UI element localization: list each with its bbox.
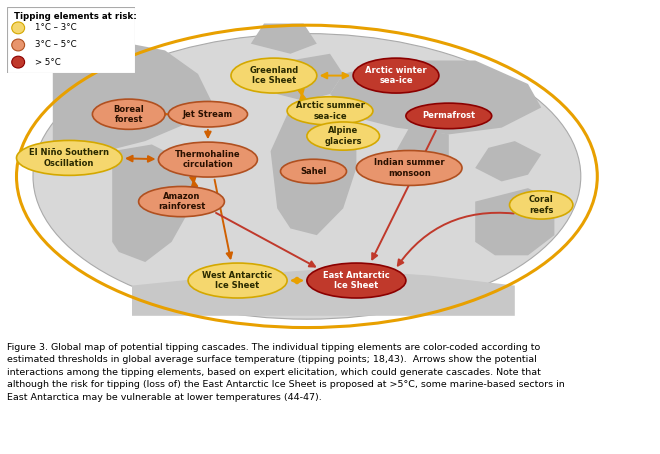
Polygon shape [112,144,198,262]
Ellipse shape [356,151,462,185]
Ellipse shape [168,101,248,127]
Ellipse shape [33,34,581,319]
Polygon shape [330,60,541,134]
Text: Greenland
Ice Sheet: Greenland Ice Sheet [249,66,298,85]
Text: Arctic summer
sea-ice: Arctic summer sea-ice [296,101,364,121]
Text: Arctic winter
sea-ice: Arctic winter sea-ice [365,66,427,85]
Polygon shape [251,24,317,54]
Text: Sahel: Sahel [300,167,327,176]
Ellipse shape [353,58,439,93]
Ellipse shape [280,159,346,183]
Text: Alpine
glaciers: Alpine glaciers [325,126,362,146]
Ellipse shape [92,99,165,129]
Polygon shape [396,128,449,175]
Text: > 5°C: > 5°C [35,58,61,67]
Ellipse shape [12,22,24,34]
Ellipse shape [12,56,24,68]
Ellipse shape [307,122,380,150]
Ellipse shape [287,97,373,125]
Ellipse shape [510,191,573,219]
Ellipse shape [139,187,224,217]
Text: Jet Stream: Jet Stream [183,110,233,119]
Ellipse shape [307,263,406,298]
Text: East Antarctic
Ice Sheet: East Antarctic Ice Sheet [323,271,390,290]
Text: West Antarctic
Ice Sheet: West Antarctic Ice Sheet [203,271,273,290]
Ellipse shape [406,103,492,128]
Text: El Niño Southern
Oscillation: El Niño Southern Oscillation [29,148,110,168]
Ellipse shape [12,39,24,51]
Text: Coral
reefs: Coral reefs [529,195,554,215]
Text: 1°C – 3°C: 1°C – 3°C [35,23,77,32]
Text: Indian summer
monsoon: Indian summer monsoon [374,158,445,178]
Polygon shape [132,269,515,316]
Ellipse shape [188,263,287,298]
Polygon shape [475,141,541,182]
Ellipse shape [231,58,317,93]
Text: Figure 3. Global map of potential tipping cascades. The individual tipping eleme: Figure 3. Global map of potential tippin… [7,343,564,402]
Polygon shape [475,188,554,255]
Text: Amazon
rainforest: Amazon rainforest [158,192,205,211]
Text: Tipping elements at risk:: Tipping elements at risk: [15,12,137,21]
Text: 3°C – 5°C: 3°C – 5°C [35,40,77,49]
Ellipse shape [16,140,122,175]
Polygon shape [277,54,343,101]
Polygon shape [53,40,211,151]
Text: Thermohaline
circulation: Thermohaline circulation [175,150,241,169]
Text: Permafrost: Permafrost [422,111,475,120]
Polygon shape [271,101,356,235]
Text: Boreal
forest: Boreal forest [114,104,144,124]
Ellipse shape [158,142,257,177]
FancyBboxPatch shape [7,7,135,73]
